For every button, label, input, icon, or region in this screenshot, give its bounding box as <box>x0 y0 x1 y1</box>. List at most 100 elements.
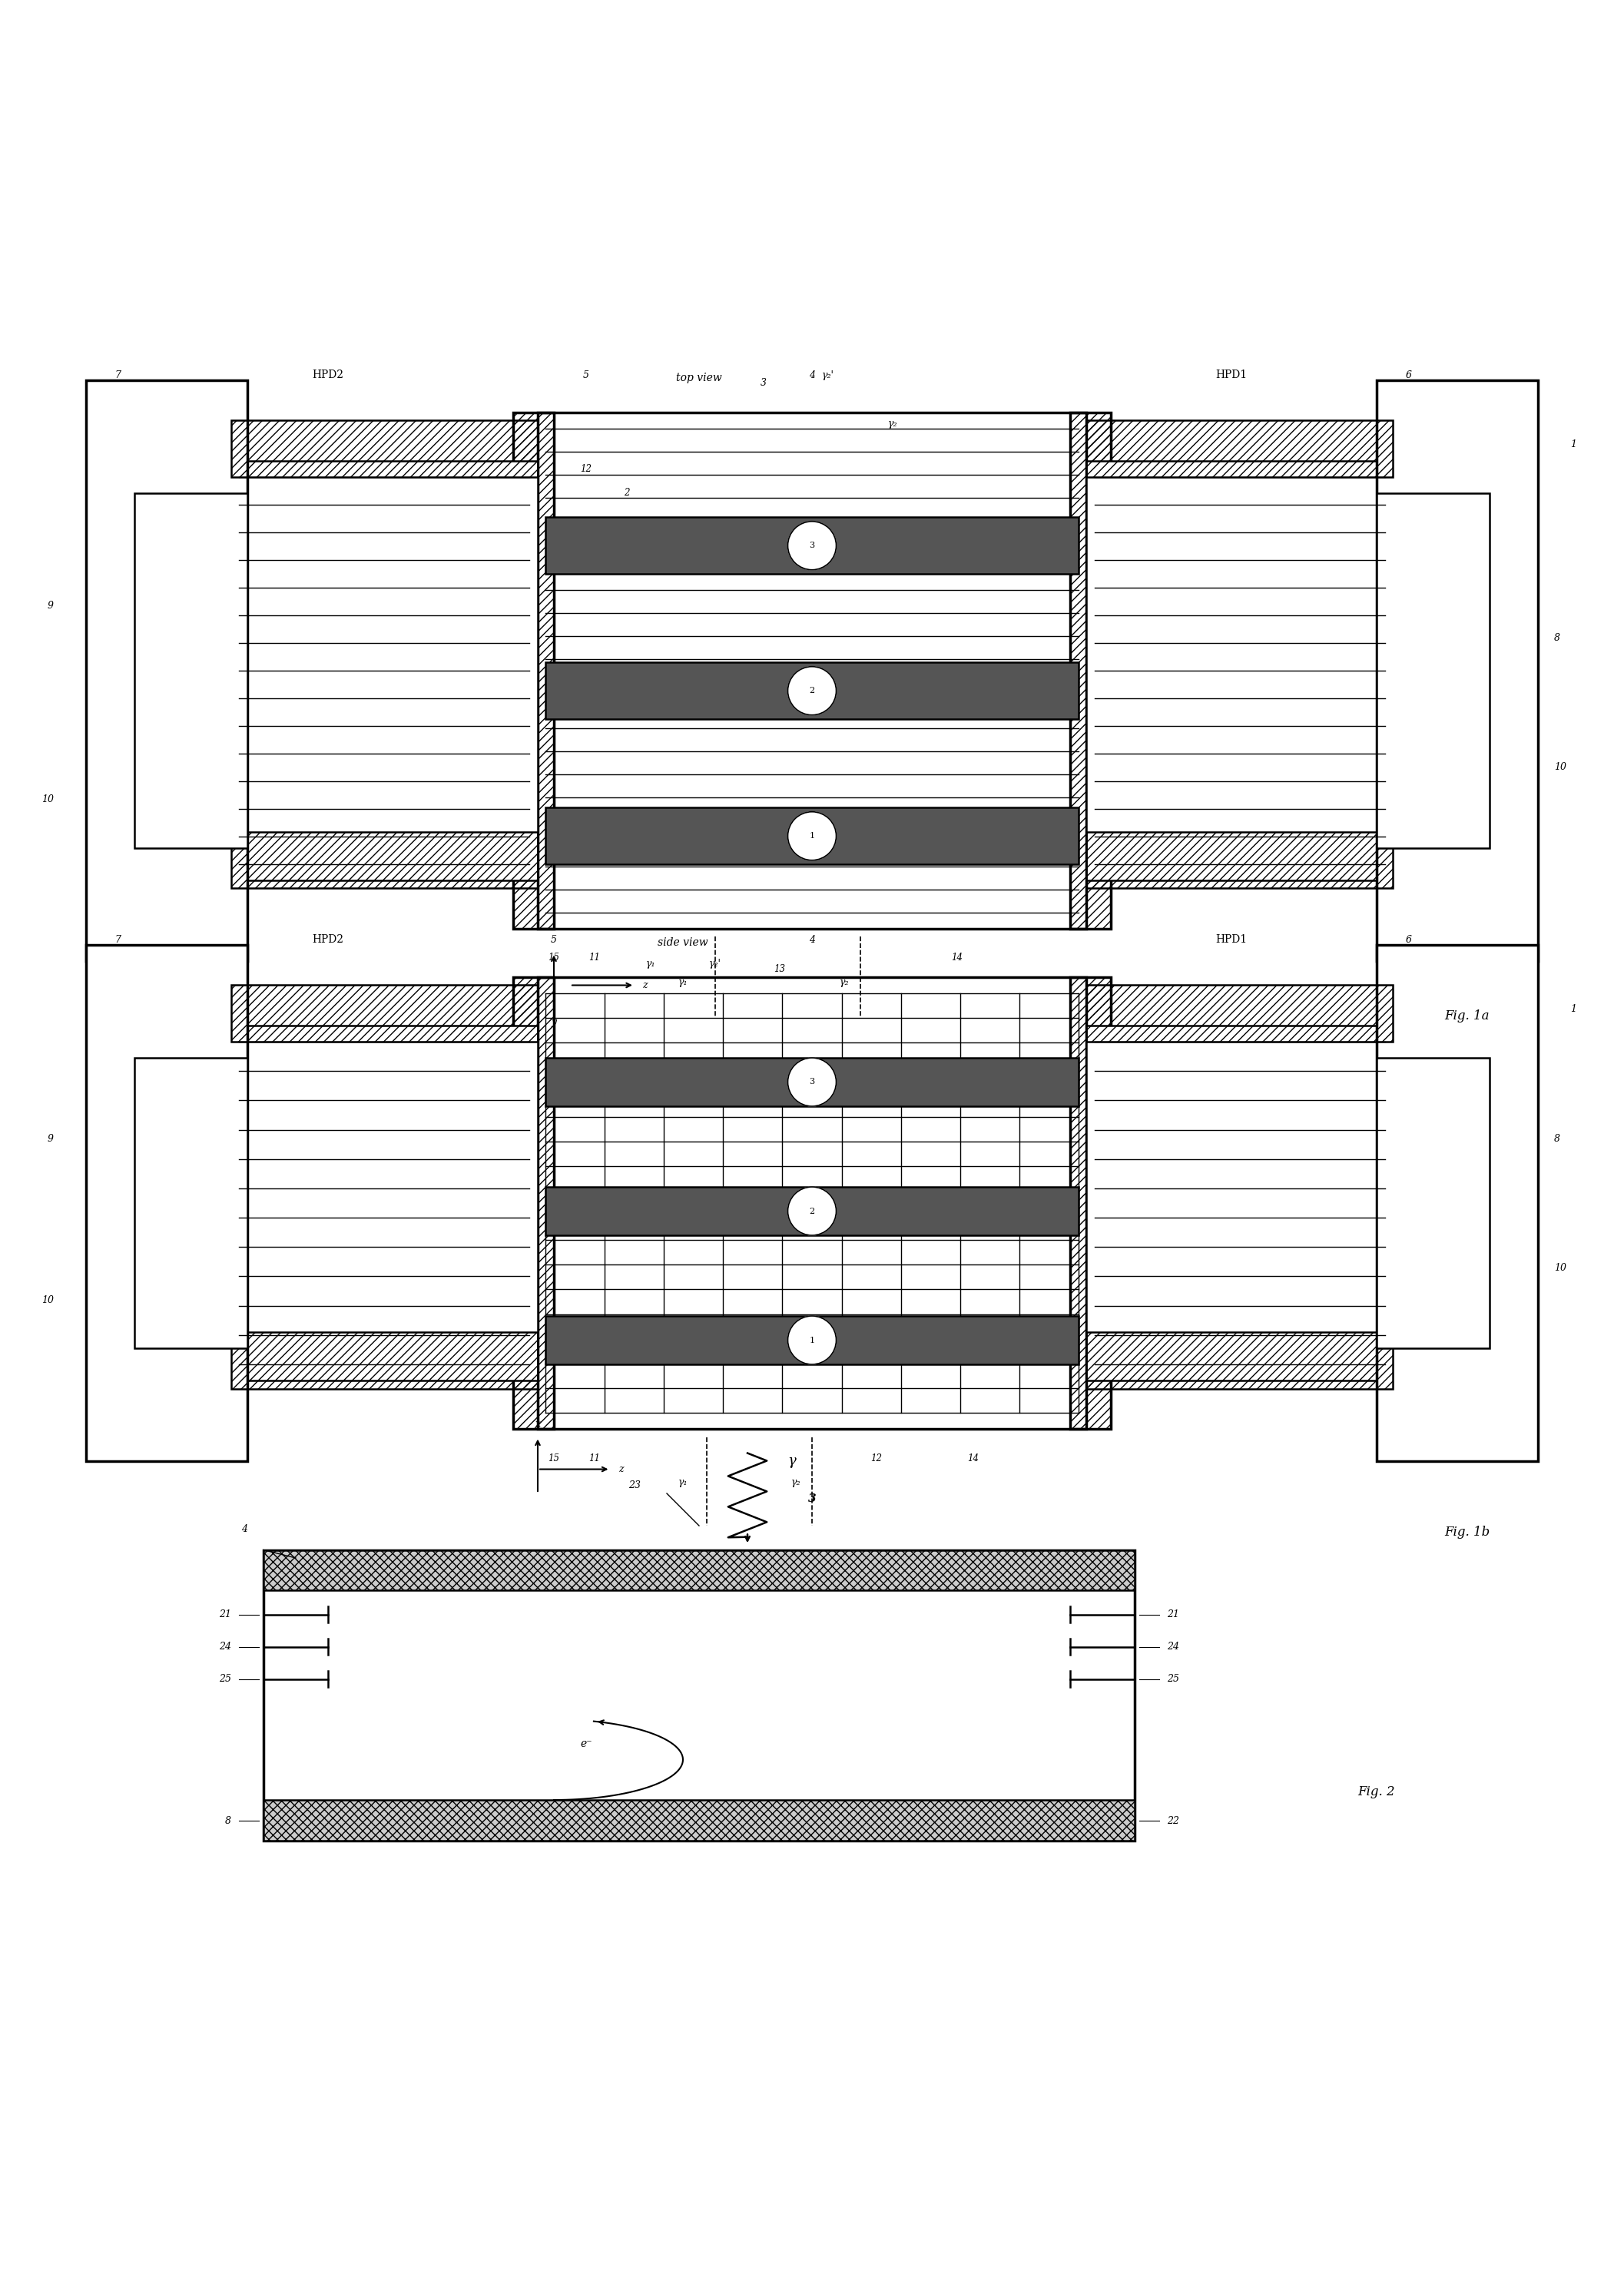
Bar <box>135 1059 247 1348</box>
Circle shape <box>788 1186 836 1236</box>
Text: 25: 25 <box>1168 1674 1179 1685</box>
Bar <box>546 517 1078 574</box>
Text: 15: 15 <box>549 954 560 963</box>
Text: γ₂': γ₂' <box>710 959 721 970</box>
Text: 2: 2 <box>624 487 630 499</box>
Bar <box>263 1551 1135 1589</box>
Text: 6: 6 <box>1406 936 1411 945</box>
Circle shape <box>788 1316 836 1364</box>
Text: 21: 21 <box>219 1610 231 1619</box>
Text: 3: 3 <box>807 1494 817 1505</box>
Text: HPD1: HPD1 <box>1216 934 1247 945</box>
Bar <box>135 494 247 847</box>
Text: 9: 9 <box>47 1134 54 1143</box>
Text: 14: 14 <box>968 1453 979 1464</box>
Text: γ₂: γ₂ <box>840 977 849 988</box>
Bar <box>546 663 1078 720</box>
Bar <box>546 808 1078 865</box>
Bar <box>263 1801 1135 1840</box>
Text: 1: 1 <box>809 831 815 840</box>
Text: 13: 13 <box>775 963 786 975</box>
Text: HPD2: HPD2 <box>312 934 344 945</box>
Text: 23: 23 <box>628 1480 641 1491</box>
Text: 1: 1 <box>1570 439 1577 451</box>
Text: 15: 15 <box>549 1453 560 1464</box>
Text: γ₁: γ₁ <box>646 959 656 970</box>
Text: 6: 6 <box>1406 371 1411 380</box>
Text: γ₁: γ₁ <box>679 1478 687 1487</box>
Text: HPD1: HPD1 <box>1216 369 1247 380</box>
Circle shape <box>788 813 836 861</box>
Bar <box>1377 945 1538 1462</box>
Text: 3: 3 <box>760 378 767 389</box>
Text: 2: 2 <box>809 688 815 694</box>
Text: 5: 5 <box>583 371 590 380</box>
Bar <box>513 977 554 1430</box>
Bar <box>546 1316 1078 1364</box>
Text: γ₁: γ₁ <box>679 977 687 988</box>
Text: 21: 21 <box>1168 1610 1179 1619</box>
Text: 3: 3 <box>809 1079 815 1086</box>
Text: 12: 12 <box>580 465 591 474</box>
Text: Fig. 1b: Fig. 1b <box>1444 1526 1489 1539</box>
Bar <box>1086 421 1393 476</box>
Text: z: z <box>643 979 648 990</box>
Bar <box>1086 986 1393 1041</box>
Bar <box>1086 460 1393 881</box>
Bar <box>1377 494 1489 847</box>
Text: 1: 1 <box>809 1337 815 1343</box>
Text: 4: 4 <box>809 371 815 380</box>
Text: x: x <box>534 1419 541 1430</box>
Text: 11: 11 <box>588 1453 599 1464</box>
Text: 10: 10 <box>42 1296 54 1305</box>
Text: 8: 8 <box>1554 1134 1561 1143</box>
Bar <box>1086 1025 1393 1380</box>
Text: 3: 3 <box>809 542 815 549</box>
Bar <box>231 421 538 476</box>
Bar <box>86 945 247 1462</box>
Bar <box>231 460 538 881</box>
Text: 25: 25 <box>219 1674 231 1685</box>
Bar <box>546 1059 1078 1107</box>
Circle shape <box>788 521 836 569</box>
Text: γ₂': γ₂' <box>822 371 835 380</box>
Text: 2: 2 <box>809 1207 815 1216</box>
Text: y: y <box>551 1018 557 1027</box>
Text: 8: 8 <box>226 1817 231 1826</box>
Bar <box>538 412 1086 929</box>
Text: 8: 8 <box>1554 633 1561 644</box>
Bar <box>538 977 1086 1430</box>
Bar <box>1377 380 1538 961</box>
Text: HPD2: HPD2 <box>312 369 344 380</box>
Text: 10: 10 <box>1554 1261 1567 1273</box>
Bar <box>263 1551 1135 1840</box>
Bar <box>231 831 538 888</box>
Bar <box>1070 412 1111 929</box>
Text: Fig. 1a: Fig. 1a <box>1445 1009 1489 1022</box>
Text: side view: side view <box>658 938 708 947</box>
Bar <box>86 380 247 961</box>
Bar <box>231 1025 538 1380</box>
Bar <box>1086 831 1393 888</box>
Text: 14: 14 <box>952 954 963 963</box>
Bar <box>231 1332 538 1389</box>
Text: 11: 11 <box>588 954 599 963</box>
Text: 4: 4 <box>242 1523 247 1535</box>
Text: γ₂: γ₂ <box>791 1478 801 1487</box>
Text: 5: 5 <box>551 936 557 945</box>
Text: 9: 9 <box>47 601 54 610</box>
Text: e⁻: e⁻ <box>580 1737 593 1749</box>
Bar <box>513 412 554 929</box>
Circle shape <box>788 1059 836 1107</box>
Text: Fig. 2: Fig. 2 <box>1358 1785 1395 1799</box>
Text: 24: 24 <box>1168 1642 1179 1651</box>
Text: 13: 13 <box>661 521 672 531</box>
Circle shape <box>788 667 836 715</box>
Text: 10: 10 <box>1554 763 1567 772</box>
Text: 24: 24 <box>219 1642 231 1651</box>
Text: γ₂: γ₂ <box>888 419 898 428</box>
Text: 12: 12 <box>870 1453 882 1464</box>
Bar <box>1086 1332 1393 1389</box>
Bar <box>1377 1059 1489 1348</box>
Text: z: z <box>619 1464 624 1473</box>
